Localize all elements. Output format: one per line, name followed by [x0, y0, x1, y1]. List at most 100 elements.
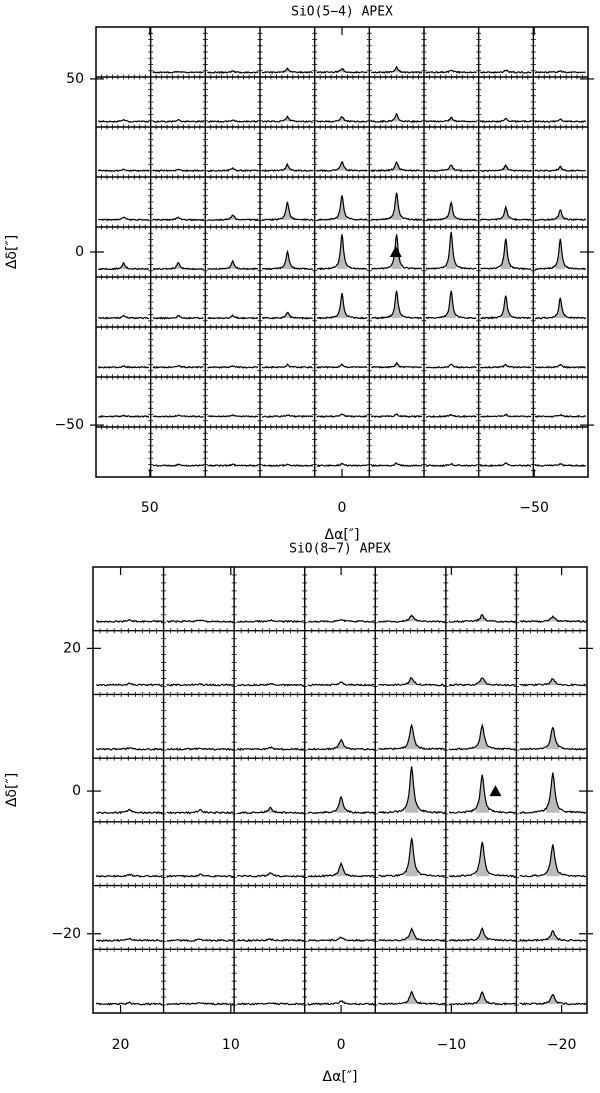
y-axis-label: Δδ[″]	[4, 773, 20, 807]
spectrum	[480, 69, 532, 74]
spectrum	[166, 619, 234, 624]
spectrum	[519, 993, 587, 1006]
position-marker	[489, 785, 502, 797]
spectrum	[316, 462, 368, 468]
spectrum	[378, 927, 446, 943]
plot-frame	[92, 566, 588, 1014]
spectrum-fill	[546, 727, 560, 750]
spectrum	[261, 249, 314, 271]
spectrum	[98, 216, 150, 222]
spectrum	[207, 365, 259, 369]
spectrum	[307, 936, 375, 942]
spectrum	[236, 746, 304, 751]
spectrum	[152, 70, 204, 74]
spectrum-fill	[475, 678, 489, 685]
spectrum	[316, 67, 368, 74]
spectrum	[519, 678, 587, 687]
spectrum-fill	[475, 725, 489, 750]
spectrum	[152, 364, 204, 369]
spectrum-fill	[546, 930, 560, 941]
spectrum	[307, 681, 375, 687]
spectrum	[534, 165, 586, 173]
x-tick-label: −50	[519, 500, 549, 516]
spectrum	[448, 613, 516, 623]
position-marker	[389, 246, 402, 257]
spectrum	[262, 463, 314, 468]
spectrum	[95, 873, 163, 879]
spectrum	[479, 363, 532, 369]
spectrum	[261, 67, 313, 74]
spectrum-fill	[546, 772, 560, 813]
spectrum	[95, 937, 163, 943]
spectrum	[534, 462, 587, 468]
spectrum	[316, 292, 368, 320]
spectrum	[377, 614, 446, 624]
spectrum	[425, 290, 477, 320]
spectrum	[316, 116, 368, 123]
spectrum	[152, 118, 204, 123]
x-tick-label: −20	[547, 1037, 577, 1053]
spectrum	[262, 115, 313, 124]
y-tick-label: 0	[72, 783, 81, 799]
y-tick-label: −20	[51, 926, 81, 942]
spectrum-fill	[405, 838, 419, 877]
spectrum	[207, 463, 259, 468]
spectrum-fill	[475, 992, 489, 1004]
spectrum	[425, 116, 477, 123]
spectrum	[378, 677, 446, 687]
spectrum	[207, 214, 259, 222]
spectrum	[480, 413, 532, 418]
spectrum	[480, 164, 532, 173]
spectrum	[535, 297, 587, 320]
spectrum	[237, 806, 304, 815]
spectrum	[448, 927, 516, 942]
spectrum	[519, 726, 587, 751]
spectrum	[448, 841, 516, 878]
spectrum	[96, 747, 164, 751]
spectrum	[207, 259, 259, 271]
spectrum	[261, 363, 313, 369]
spectrum	[261, 201, 314, 222]
spectrum	[425, 413, 477, 419]
spectrum	[534, 70, 586, 74]
chart-title: SiO(5−4) APEX	[291, 5, 393, 20]
spectrum	[98, 118, 150, 123]
spectrum	[166, 938, 234, 942]
spectrum	[480, 117, 532, 124]
spectrum	[207, 70, 259, 75]
spectrum	[370, 112, 423, 124]
y-tick-label: 20	[63, 640, 81, 656]
x-tick-label: −10	[437, 1037, 467, 1053]
spectrum	[261, 162, 314, 173]
spectrum	[307, 738, 375, 751]
spectrum	[425, 363, 477, 369]
spectrum	[480, 204, 532, 222]
spectrum	[97, 168, 150, 173]
spectrum	[480, 238, 532, 271]
spectrum	[98, 414, 150, 419]
spectrum	[370, 413, 423, 419]
spectrum	[207, 314, 259, 320]
spectrum	[370, 290, 423, 320]
spectrum	[519, 929, 587, 943]
spectrum	[152, 168, 204, 173]
spectrum	[262, 311, 313, 320]
spectrum	[370, 234, 423, 270]
spectrum	[96, 808, 163, 815]
spectrum	[370, 192, 423, 222]
x-axis-label: Δα[″]	[325, 527, 360, 543]
spectrum	[425, 201, 477, 222]
spectrum	[370, 160, 423, 173]
spectrum	[236, 871, 305, 878]
spectrum	[237, 682, 304, 687]
spectrum-fill	[405, 766, 419, 813]
spectrum	[207, 119, 259, 123]
x-axis-label: Δα[″]	[323, 1069, 358, 1085]
spectrum	[371, 361, 422, 369]
spectrum-fill	[336, 161, 348, 171]
y-tick-label: 0	[75, 244, 84, 260]
spectrum	[166, 683, 234, 687]
y-tick-label: −50	[54, 417, 84, 433]
spectrum	[448, 723, 516, 751]
